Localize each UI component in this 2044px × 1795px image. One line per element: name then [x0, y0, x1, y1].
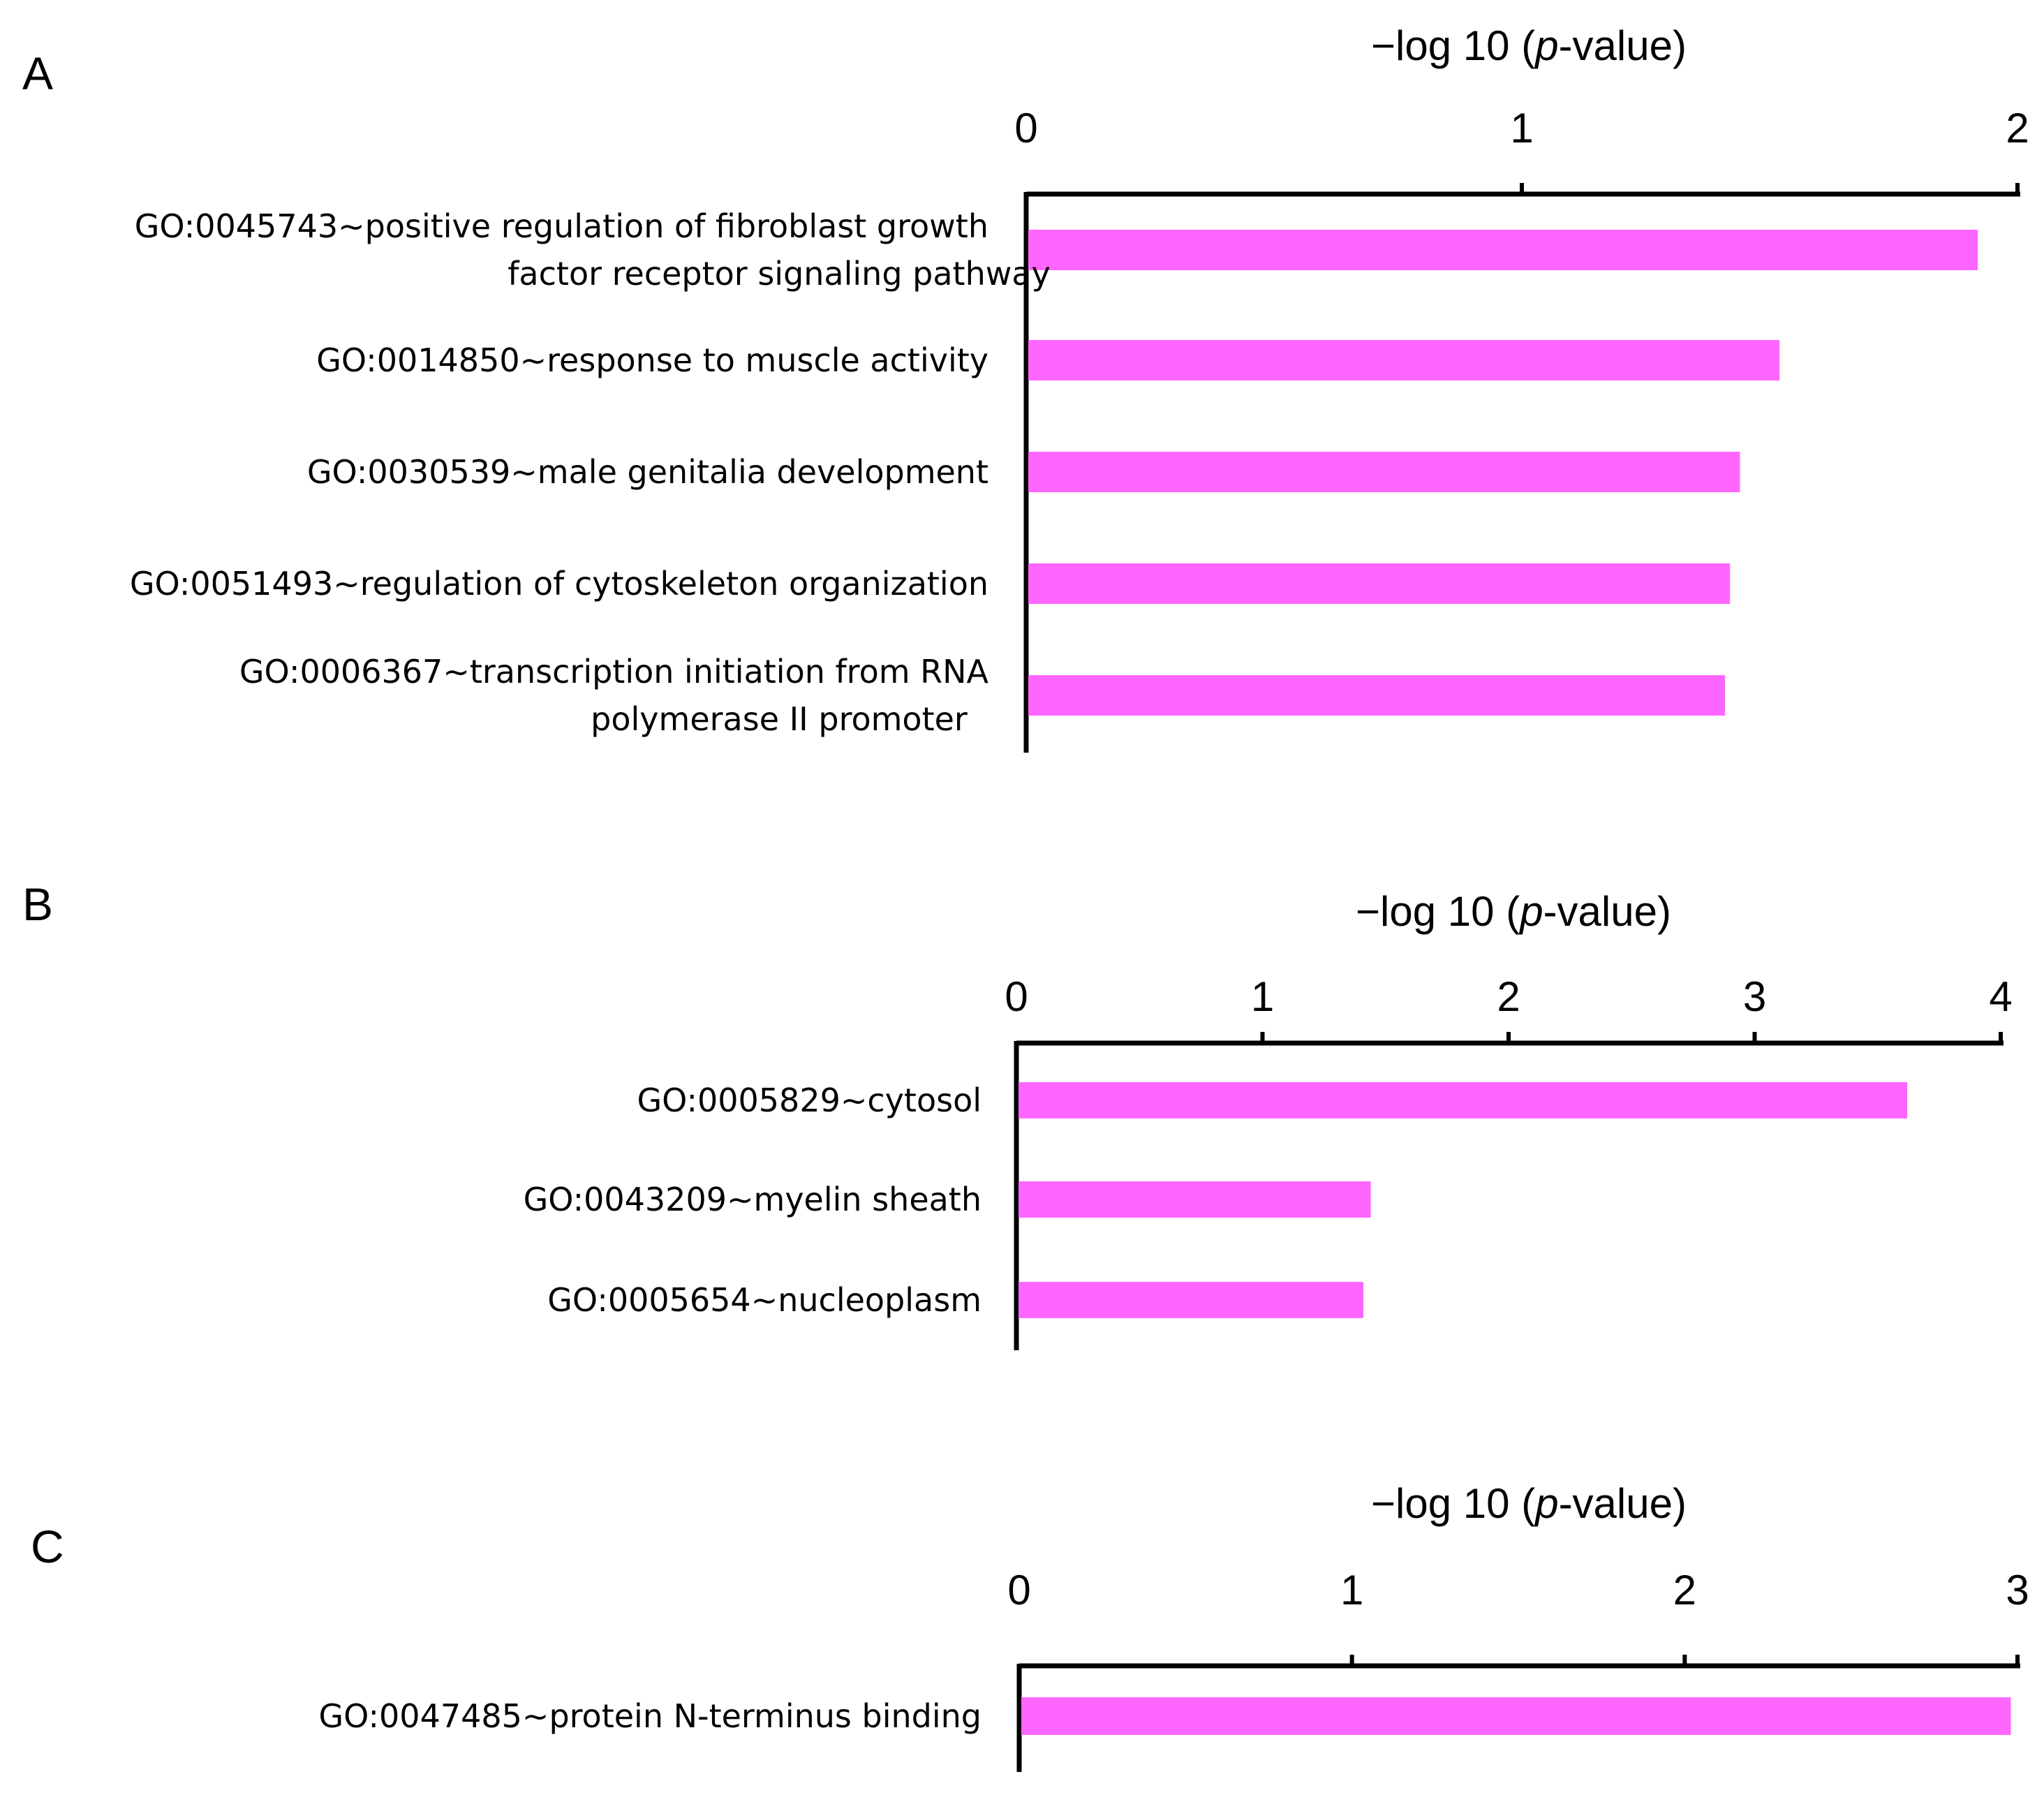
- bar-2: [1028, 340, 1780, 381]
- panel-letter: A: [22, 47, 53, 99]
- x-tick-label: 0: [1014, 105, 1037, 152]
- x-tick-label: 4: [1989, 973, 2012, 1020]
- x-tick-label: 2: [1673, 1567, 1696, 1613]
- x-axis-title: −log 10 (p-value): [1356, 888, 1671, 935]
- category-label: GO:0005829~cytosol: [637, 1081, 982, 1119]
- panel-letter: B: [22, 878, 53, 930]
- x-tick-label: 0: [1005, 973, 1028, 1020]
- bar-3: [1019, 1282, 1364, 1318]
- category-label: GO:0005654~nucleoplasm: [547, 1281, 982, 1319]
- x-tick-label: 3: [1743, 973, 1766, 1020]
- x-tick-label: 1: [1340, 1567, 1363, 1613]
- category-label: GO:0014850~response to muscle activity: [316, 341, 988, 379]
- bar-1: [1028, 230, 1978, 270]
- x-tick-label: 2: [2006, 105, 2029, 152]
- panel-b: B −log 10 (p-value) 0 1 2 3 4 GO:0005829~cytoso…: [22, 878, 2013, 1350]
- category-label: GO:0030539~male genitalia development: [307, 453, 988, 491]
- x-tick-label: 0: [1007, 1567, 1030, 1613]
- x-tick-label: 3: [2006, 1567, 2029, 1613]
- category-label: GO:0045743~positive regulation of fibrob…: [135, 207, 988, 245]
- bar-1: [1021, 1697, 2011, 1735]
- category-label: GO:0006367~transcription initiation from…: [239, 653, 989, 690]
- x-tick-label: 2: [1497, 973, 1520, 1020]
- panel-letter: C: [31, 1521, 64, 1572]
- bar-4: [1028, 563, 1731, 604]
- bar-3: [1028, 452, 1740, 492]
- x-tick-label: 1: [1251, 973, 1274, 1020]
- bar-2: [1019, 1181, 1371, 1218]
- bar-5: [1028, 675, 1726, 716]
- bar-1: [1019, 1082, 1908, 1118]
- x-axis-title: −log 10 (p-value): [1371, 1480, 1687, 1527]
- category-label: GO:0051493~regulation of cytoskeleton or…: [130, 565, 988, 603]
- panel-c: C −log 10 (p-value) 0 1 2 3 GO:0047485~protein…: [31, 1480, 2029, 1772]
- category-label: GO:0047485~protein N-terminus binding: [319, 1697, 982, 1735]
- x-tick-label: 1: [1510, 105, 1533, 152]
- category-label: factor receptor signaling pathway: [508, 255, 1051, 293]
- category-label: GO:0043209~myelin sheath: [524, 1181, 982, 1218]
- category-label: polymerase II promoter: [591, 700, 968, 738]
- x-axis-title: −log 10 (p-value): [1371, 22, 1687, 69]
- panel-a: A −log 10 (p-value) 0 1 2 GO:0045743~positive…: [22, 22, 2029, 753]
